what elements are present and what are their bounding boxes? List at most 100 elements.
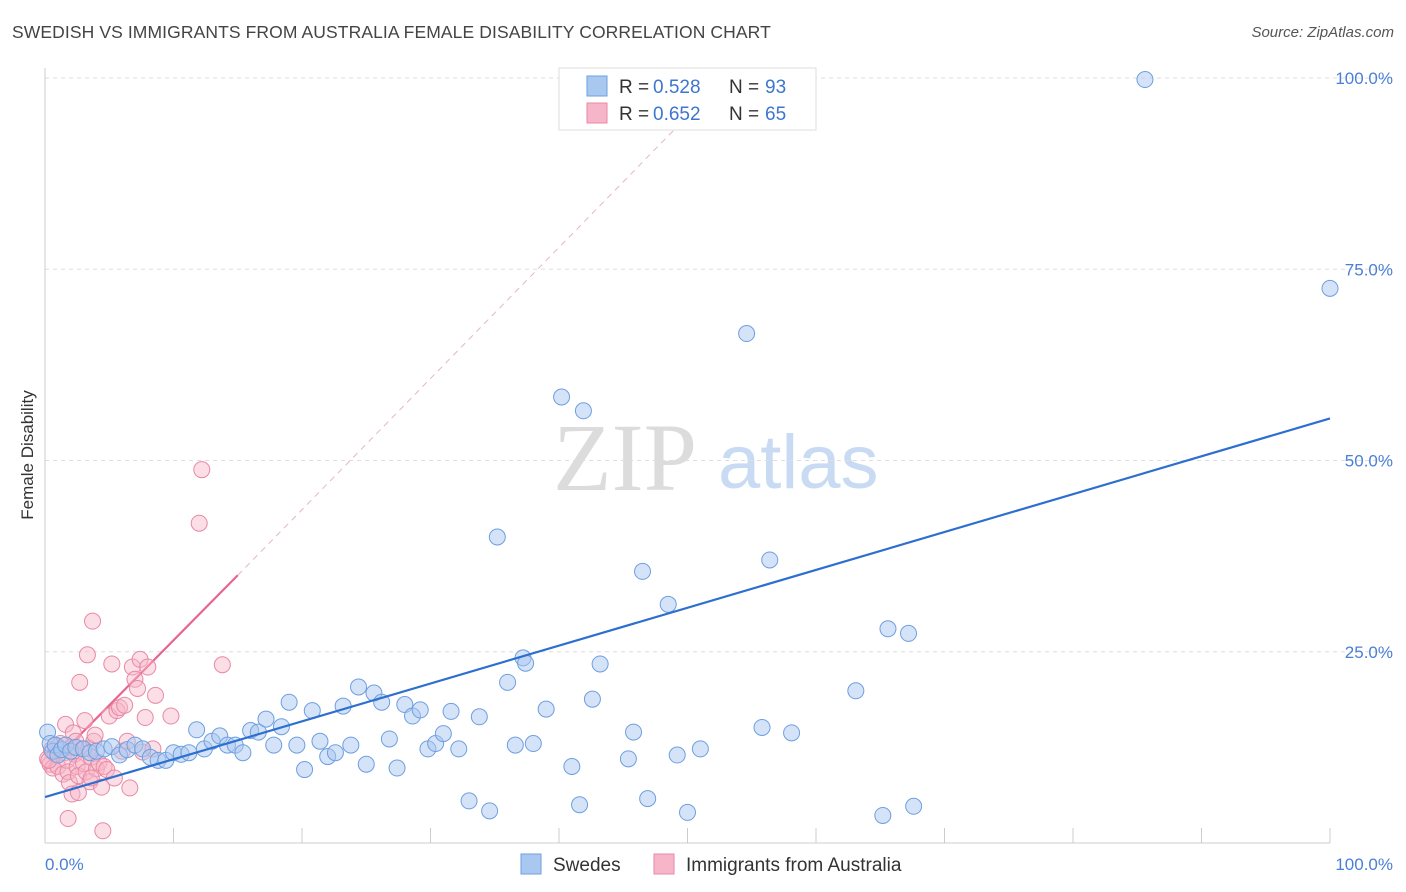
y-axis-title: Female Disability <box>18 390 37 520</box>
point-swedes-42 <box>326 744 344 762</box>
x-tick-label-0: 0.0% <box>45 855 84 874</box>
point-swedes-93 <box>1321 279 1339 297</box>
point-swedes-79 <box>659 595 677 613</box>
point-australia-29 <box>84 612 102 630</box>
trend-line-swedes-solid <box>44 417 1331 799</box>
point-australia-20 <box>71 673 89 691</box>
legend-n-value-2: 65 <box>765 104 786 125</box>
x-tick-label-1: 100.0% <box>1335 855 1393 874</box>
point-swedes-56 <box>434 725 452 743</box>
legend-r-label-2: R = <box>619 104 649 125</box>
watermark-zip: ZIP <box>553 404 697 511</box>
point-swedes-90 <box>900 624 918 642</box>
y-tick-label-1: 50.0% <box>1345 452 1393 471</box>
point-swedes-80 <box>668 746 686 764</box>
y-tick-label-3: 100.0% <box>1335 69 1393 88</box>
point-swedes-38 <box>296 761 314 779</box>
point-australia-31 <box>86 726 104 744</box>
legend-n-label-2: N = <box>729 104 759 125</box>
point-swedes-89 <box>879 620 897 638</box>
point-swedes-74 <box>591 655 609 673</box>
point-australia-35 <box>95 758 113 775</box>
point-swedes-87 <box>847 682 865 700</box>
point-swedes-77 <box>634 562 652 580</box>
point-australia-55 <box>162 707 180 725</box>
point-australia-23 <box>76 712 94 730</box>
point-swedes-24 <box>188 721 206 739</box>
point-australia-57 <box>193 461 211 479</box>
legend-n-label-1: N = <box>729 77 759 98</box>
point-australia-25 <box>78 646 96 664</box>
point-swedes-71 <box>571 796 589 814</box>
point-swedes-37 <box>288 736 306 754</box>
legend-swatch-australia <box>586 102 608 124</box>
point-swedes-60 <box>470 708 488 726</box>
point-swedes-86 <box>783 724 801 742</box>
bottom-legend: Swedes Immigrants from Australia <box>520 853 902 876</box>
point-swedes-49 <box>380 730 398 748</box>
point-swedes-83 <box>738 325 756 343</box>
trend-line-australia-extended <box>237 115 688 576</box>
point-swedes-81 <box>679 803 696 821</box>
point-swedes-64 <box>506 736 524 754</box>
point-swedes-68 <box>537 700 555 718</box>
trend-line-australia-solid <box>44 574 239 772</box>
tick-labels: 25.0% 50.0% 75.0% 100.0% 0.0% 100.0% <box>45 69 1393 874</box>
point-swedes-36 <box>280 693 298 711</box>
point-swedes-45 <box>350 678 368 696</box>
trend-line-australia <box>44 115 688 772</box>
point-swedes-53 <box>411 701 429 719</box>
point-swedes-84 <box>753 718 771 736</box>
chart-title: SWEDISH VS IMMIGRANTS FROM AUSTRALIA FEM… <box>12 22 771 42</box>
y-tick-label-0: 25.0% <box>1345 643 1393 662</box>
bottom-legend-swatch-swedes <box>520 853 542 875</box>
point-swedes-92 <box>1136 71 1154 89</box>
point-swedes-34 <box>265 736 283 754</box>
point-swedes-63 <box>499 673 517 691</box>
source-label: Source: ZipAtlas.com <box>1251 24 1394 41</box>
legend-r-value-2: 0.652 <box>653 104 701 125</box>
point-swedes-44 <box>342 736 360 754</box>
point-australia-54 <box>147 686 165 704</box>
point-swedes-40 <box>311 732 329 750</box>
point-swedes-69 <box>553 388 571 406</box>
point-australia-56 <box>190 514 208 532</box>
point-swedes-85 <box>761 551 779 569</box>
point-swedes-73 <box>583 690 601 708</box>
points-australia <box>39 461 231 840</box>
watermark-atlas: atlas <box>718 420 879 505</box>
legend-swatch-swedes <box>586 75 608 97</box>
grid-lines <box>45 77 1392 653</box>
point-swedes-78 <box>639 790 657 808</box>
point-australia-48 <box>129 679 147 697</box>
point-swedes-58 <box>450 740 468 758</box>
point-australia-38 <box>103 655 121 673</box>
points-swedes <box>39 71 1339 824</box>
point-swedes-76 <box>625 723 643 741</box>
point-australia-11 <box>59 763 77 781</box>
y-tick-label-2: 75.0% <box>1345 260 1393 279</box>
point-swedes-88 <box>874 806 892 824</box>
legend-n-value-1: 93 <box>765 77 786 98</box>
point-australia-52 <box>139 658 157 676</box>
point-swedes-82 <box>691 740 709 758</box>
point-swedes-70 <box>563 758 581 775</box>
point-swedes-30 <box>234 744 252 762</box>
point-swedes-67 <box>524 735 542 753</box>
point-swedes-50 <box>388 759 406 777</box>
top-legend: R = 0.528 N = 93 R = 0.652 N = 65 <box>558 67 817 131</box>
point-australia-60 <box>94 822 112 840</box>
point-australia-45 <box>121 779 139 797</box>
bottom-legend-australia: Immigrants from Australia <box>686 855 902 876</box>
legend-r-value-1: 0.528 <box>653 77 701 98</box>
trend-line-swedes <box>44 417 1331 799</box>
legend-r-label-1: R = <box>619 77 649 98</box>
point-swedes-75 <box>619 750 637 768</box>
point-australia-43 <box>116 696 134 714</box>
point-australia-59 <box>59 810 77 828</box>
point-swedes-91 <box>905 797 923 815</box>
axes <box>44 68 1331 844</box>
point-swedes-61 <box>481 802 499 820</box>
point-swedes-72 <box>574 402 592 420</box>
